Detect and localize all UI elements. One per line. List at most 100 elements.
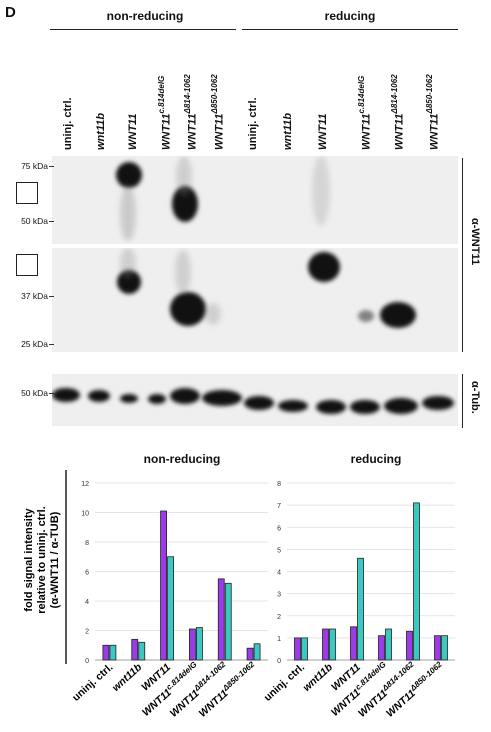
- bar: [102, 644, 110, 661]
- x-tick-label: wnt11b: [110, 661, 145, 694]
- band: [120, 394, 138, 403]
- bar: [224, 582, 232, 661]
- western-blot-upper: [52, 156, 458, 244]
- y-tick-label: 8: [277, 481, 281, 488]
- band: [170, 388, 200, 404]
- band: [202, 390, 242, 406]
- x-tick-label: uninj. ctrl.: [262, 661, 307, 704]
- bar: [413, 502, 420, 661]
- band: [244, 396, 274, 410]
- band-smear: [175, 250, 191, 294]
- band: [316, 400, 346, 414]
- bar: [160, 510, 167, 661]
- teal-square-marker: [16, 254, 38, 276]
- mw-marker: 37 kDa: [21, 291, 48, 301]
- bar: [385, 628, 392, 661]
- chart-title-reducing: reducing: [350, 452, 402, 466]
- y-tick-label: 10: [81, 511, 89, 518]
- y-tick-label: 8: [85, 540, 89, 547]
- bar: [357, 557, 364, 661]
- band-smear: [120, 186, 136, 241]
- band: [88, 390, 110, 402]
- mw-tick: [49, 393, 54, 394]
- bar: [294, 637, 301, 661]
- bar: [246, 647, 254, 661]
- y-tick-label: 0: [85, 658, 89, 665]
- band: [422, 396, 454, 410]
- condition-label-reducing: reducing: [324, 9, 376, 23]
- y-axis-label: fold signal intensity relative to uninj.…: [23, 506, 61, 614]
- bar: [378, 635, 385, 661]
- bar: [189, 628, 196, 661]
- band: [358, 310, 374, 322]
- bar: [434, 635, 441, 661]
- band: [117, 270, 141, 294]
- bar: [301, 637, 308, 661]
- condition-bracket-nonreducing: [50, 29, 236, 30]
- band: [350, 400, 380, 414]
- panel-letter: D: [5, 4, 16, 21]
- band-smear: [312, 156, 330, 226]
- band: [380, 302, 416, 328]
- y-tick-label: 6: [85, 570, 89, 577]
- mw-marker: 25 kDa: [21, 339, 48, 349]
- bar: [406, 630, 413, 661]
- y-tick-label: 0: [277, 658, 281, 665]
- y-tick-label: 12: [81, 481, 89, 488]
- mw-tick: [49, 296, 54, 297]
- y-tick-label: 4: [277, 570, 281, 577]
- band-smear: [205, 303, 221, 325]
- band: [170, 292, 206, 326]
- y-tick-label: 2: [85, 629, 89, 636]
- band-smear: [120, 248, 136, 278]
- svg-text:fold signal intensity: fold signal intensity: [23, 507, 35, 611]
- x-tick-label: wnt11b: [301, 661, 336, 694]
- band: [116, 162, 142, 188]
- bar: [253, 643, 261, 661]
- bar: [131, 638, 139, 661]
- y-tick-label: 6: [277, 525, 281, 532]
- antibody-bracket-wnt11: [462, 158, 463, 352]
- mw-marker: 50 kDa: [21, 216, 48, 226]
- y-tick-label: 3: [277, 592, 281, 599]
- band: [172, 186, 198, 222]
- mw-tick: [49, 344, 54, 345]
- mw-marker: 75 kDa: [21, 161, 48, 171]
- bar: [329, 628, 336, 661]
- bar: [441, 635, 448, 661]
- bar: [350, 626, 357, 661]
- y-tick-label: 7: [277, 503, 281, 510]
- mw-tick: [49, 221, 54, 222]
- western-blot-lower: [52, 248, 458, 352]
- mw-tick: [49, 166, 54, 167]
- y-tick-label: 1: [277, 636, 281, 643]
- bar: [109, 644, 117, 661]
- bar: [217, 578, 225, 661]
- bar: [167, 556, 174, 661]
- bar: [138, 641, 146, 661]
- x-tick-label: WNT11Δ850-1062: [383, 659, 448, 719]
- antibody-bracket-tub: [462, 374, 463, 428]
- condition-bracket-reducing: [242, 29, 458, 30]
- x-tick-label: WNT11Δ850-1062: [195, 659, 260, 719]
- band: [148, 394, 166, 404]
- condition-label-nonreducing: non-reducing: [106, 9, 184, 23]
- band: [52, 388, 80, 402]
- purple-square-marker: [16, 182, 38, 204]
- band: [278, 400, 308, 412]
- mw-marker: 50 kDa: [21, 388, 48, 398]
- band: [384, 398, 418, 414]
- bar: [322, 628, 329, 661]
- y-tick-label: 5: [277, 547, 281, 554]
- svg-text:(α-WNT11 / α-TUB): (α-WNT11 / α-TUB): [49, 511, 61, 608]
- svg-text:relative to uninj. ctrl.: relative to uninj. ctrl.: [36, 506, 48, 614]
- band: [308, 252, 340, 282]
- y-tick-label: 2: [277, 614, 281, 621]
- y-tick-label: 4: [85, 599, 89, 606]
- western-blot-tubulin: [52, 374, 458, 426]
- band-smear: [176, 156, 192, 196]
- x-tick-label: uninj. ctrl.: [70, 661, 115, 704]
